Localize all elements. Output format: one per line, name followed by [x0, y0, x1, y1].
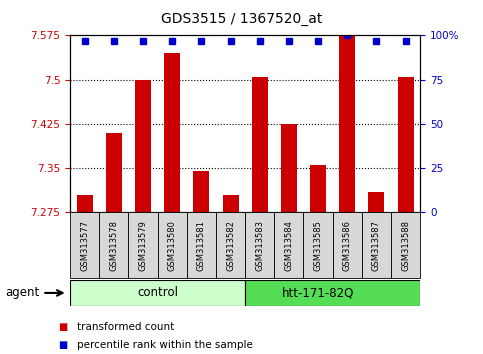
Text: agent: agent	[5, 286, 39, 299]
Bar	[128, 212, 157, 278]
Text: control: control	[137, 286, 178, 299]
Bar	[193, 171, 209, 212]
Text: GSM313579: GSM313579	[139, 220, 147, 270]
Text: GSM313587: GSM313587	[372, 219, 381, 271]
Bar	[223, 195, 239, 212]
Bar	[70, 280, 245, 306]
Text: GSM313577: GSM313577	[80, 219, 89, 271]
Bar	[70, 212, 99, 278]
Text: GSM313578: GSM313578	[109, 219, 118, 271]
Bar	[398, 77, 413, 212]
Bar	[164, 53, 180, 212]
Bar	[245, 212, 274, 278]
Text: GSM313583: GSM313583	[255, 219, 264, 271]
Text: GSM313580: GSM313580	[168, 220, 177, 270]
Text: ■: ■	[58, 322, 67, 332]
Text: GSM313584: GSM313584	[284, 220, 293, 270]
Bar	[391, 212, 420, 278]
Text: GSM313588: GSM313588	[401, 219, 410, 271]
Text: GSM313585: GSM313585	[313, 220, 323, 270]
Bar	[245, 280, 420, 306]
Text: GSM313582: GSM313582	[226, 220, 235, 270]
Bar	[274, 212, 303, 278]
Bar	[106, 133, 122, 212]
Text: GSM313586: GSM313586	[343, 219, 352, 271]
Text: GDS3515 / 1367520_at: GDS3515 / 1367520_at	[161, 12, 322, 27]
Bar	[310, 165, 326, 212]
Bar	[216, 212, 245, 278]
Bar	[339, 35, 355, 212]
Text: transformed count: transformed count	[77, 322, 174, 332]
Bar	[333, 212, 362, 278]
Bar	[362, 212, 391, 278]
Bar	[303, 212, 333, 278]
Bar	[252, 77, 268, 212]
Text: GSM313581: GSM313581	[197, 220, 206, 270]
Text: htt-171-82Q: htt-171-82Q	[282, 286, 354, 299]
Bar	[77, 195, 93, 212]
Text: percentile rank within the sample: percentile rank within the sample	[77, 340, 253, 350]
Bar	[157, 212, 187, 278]
Bar	[281, 124, 297, 212]
Bar	[135, 80, 151, 212]
Bar	[187, 212, 216, 278]
Bar	[99, 212, 128, 278]
Text: ■: ■	[58, 340, 67, 350]
Bar	[369, 192, 384, 212]
